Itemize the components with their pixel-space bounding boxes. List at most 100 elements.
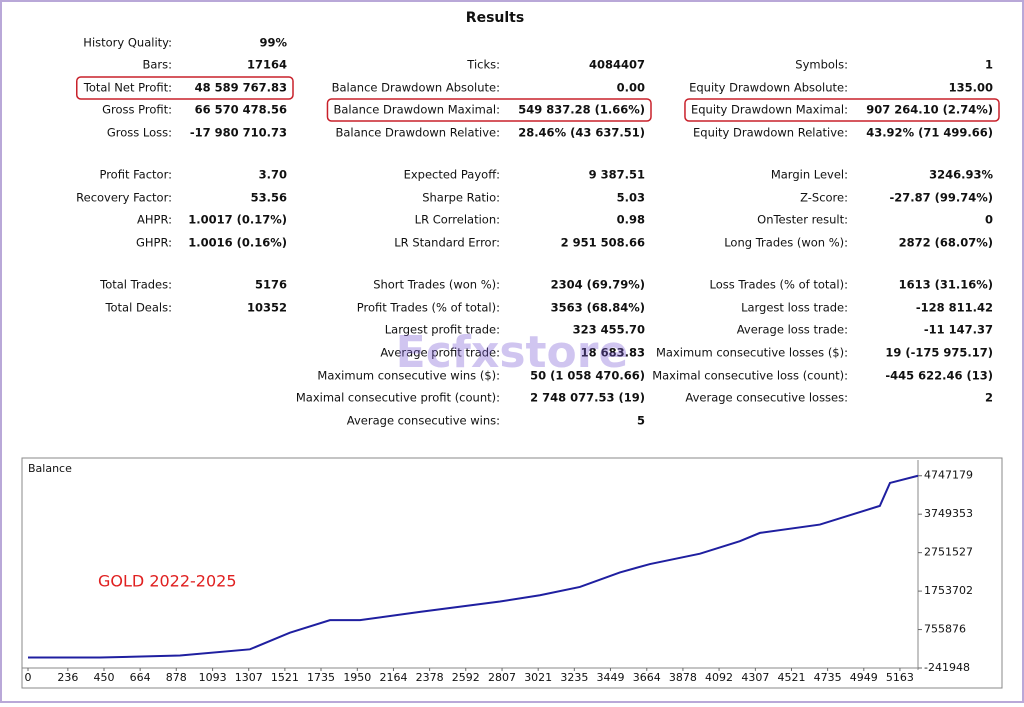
y-tick-label: 3749353 — [924, 507, 973, 520]
stat-value: 3246.93% — [929, 168, 993, 182]
stat-value: 135.00 — [949, 81, 993, 95]
stat-label: Profit Factor: — [99, 168, 172, 182]
y-tick-label: 2751527 — [924, 546, 973, 559]
x-tick-label: 5163 — [886, 671, 914, 684]
stat-label: Long Trades (won %): — [724, 236, 848, 250]
highlight-box — [326, 98, 652, 122]
stat-value: -11 147.37 — [924, 323, 993, 337]
stat-label: Gross Profit: — [102, 103, 172, 117]
x-tick-label: 3878 — [669, 671, 697, 684]
stat-label: Recovery Factor: — [76, 191, 172, 205]
stat-value: 18 683.83 — [581, 346, 645, 360]
x-tick-label: 2164 — [379, 671, 407, 684]
stat-value: 53.56 — [251, 191, 287, 205]
stat-label: Gross Loss: — [107, 126, 172, 140]
stat-value: 1.0017 (0.17%) — [188, 213, 287, 227]
x-tick-label: 3235 — [560, 671, 588, 684]
stat-value: 10352 — [247, 301, 287, 315]
stat-value: -17 980 710.73 — [190, 126, 287, 140]
x-tick-label: 1307 — [235, 671, 263, 684]
stat-label: AHPR: — [137, 213, 172, 227]
x-tick-label: 878 — [166, 671, 187, 684]
stat-label: Expected Payoff: — [404, 168, 500, 182]
stat-label: Symbols: — [795, 58, 848, 72]
stat-label: Sharpe Ratio: — [422, 191, 500, 205]
stat-label: Total Trades: — [99, 278, 172, 292]
stat-label: LR Standard Error: — [394, 236, 500, 250]
x-tick-label: 2378 — [416, 671, 444, 684]
x-tick-label: 4307 — [741, 671, 769, 684]
stat-value: 3.70 — [259, 168, 287, 182]
x-tick-label: 0 — [25, 671, 32, 684]
x-tick-label: 2592 — [452, 671, 480, 684]
title: Results — [466, 10, 524, 26]
stat-label: Largest loss trade: — [741, 301, 848, 315]
stat-value: 2872 (68.07%) — [899, 236, 993, 250]
stat-value: 549 837.28 (1.66%) — [518, 103, 645, 117]
x-tick-label: 1521 — [271, 671, 299, 684]
x-tick-label: 2807 — [488, 671, 516, 684]
stat-label: Short Trades (won %): — [373, 278, 500, 292]
x-tick-label: 4735 — [814, 671, 842, 684]
stat-label: Profit Trades (% of total): — [357, 301, 500, 315]
stat-value: 1.0016 (0.16%) — [188, 236, 287, 250]
x-tick-label: 236 — [57, 671, 78, 684]
stat-value: 2304 (69.79%) — [551, 278, 645, 292]
stat-label: Equity Drawdown Relative: — [693, 126, 848, 140]
x-tick-label: 3449 — [596, 671, 624, 684]
stat-value: -445 622.46 (13) — [885, 369, 993, 383]
stat-value: -128 811.42 — [916, 301, 993, 315]
balance-line — [28, 474, 919, 659]
x-tick-label: 3664 — [633, 671, 661, 684]
stat-label: Equity Drawdown Maximal: — [691, 103, 848, 117]
stat-label: Total Net Profit: — [83, 81, 172, 95]
x-tick-label: 1950 — [343, 671, 371, 684]
y-tick-label: 4747179 — [924, 469, 973, 482]
stat-label: GHPR: — [136, 236, 172, 250]
stat-value: 1 — [985, 58, 993, 72]
stat-value: 2 748 077.53 (19) — [530, 391, 645, 405]
stat-value: 43.92% (71 499.66) — [866, 126, 993, 140]
stat-label: LR Correlation: — [415, 213, 500, 227]
y-tick-label: -241948 — [924, 661, 970, 674]
stat-value: -27.87 (99.74%) — [889, 191, 993, 205]
stat-label: Balance Drawdown Absolute: — [332, 81, 500, 95]
stat-value: 66 570 478.56 — [195, 103, 287, 117]
stat-label: Balance Drawdown Relative: — [336, 126, 501, 140]
x-tick-label: 450 — [93, 671, 114, 684]
stat-value: 99% — [259, 36, 287, 50]
stat-label: Average consecutive wins: — [347, 414, 500, 428]
stat-label: Average profit trade: — [380, 346, 500, 360]
x-tick-label: 3021 — [524, 671, 552, 684]
x-tick-label: 4521 — [778, 671, 806, 684]
chart-frame — [21, 457, 1003, 689]
stat-value: 28.46% (43 637.51) — [518, 126, 645, 140]
stat-value: 3563 (68.84%) — [551, 301, 645, 315]
stat-value: 4084407 — [589, 58, 645, 72]
stat-label: Maximal consecutive profit (count): — [296, 391, 500, 405]
stat-label: Largest profit trade: — [385, 323, 500, 337]
stat-label: Average consecutive losses: — [685, 391, 848, 405]
stat-label: Balance Drawdown Maximal: — [333, 103, 500, 117]
highlight-box — [684, 98, 1000, 122]
stat-label: Maximum consecutive losses ($): — [656, 346, 848, 360]
stat-value: 323 455.70 — [573, 323, 645, 337]
x-tick-label: 664 — [130, 671, 151, 684]
stat-label: Z-Score: — [800, 191, 848, 205]
stat-value: 5 — [637, 414, 645, 428]
y-tick-label: 1753702 — [924, 584, 973, 597]
x-tick-label: 4949 — [850, 671, 878, 684]
stat-value: 5176 — [255, 278, 287, 292]
stat-value: 9 387.51 — [589, 168, 645, 182]
stat-label: Maximal consecutive loss (count): — [652, 369, 848, 383]
stat-value: 0.00 — [617, 81, 645, 95]
watermark: Ecfxstore — [396, 327, 629, 378]
stat-label: Equity Drawdown Absolute: — [689, 81, 848, 95]
stat-value: 0.98 — [617, 213, 645, 227]
stat-value: 2 951 508.66 — [561, 236, 645, 250]
stat-value: 0 — [985, 213, 993, 227]
stat-value: 19 (-175 975.17) — [885, 346, 993, 360]
stat-label: Loss Trades (% of total): — [710, 278, 848, 292]
stat-value: 1613 (31.16%) — [899, 278, 993, 292]
